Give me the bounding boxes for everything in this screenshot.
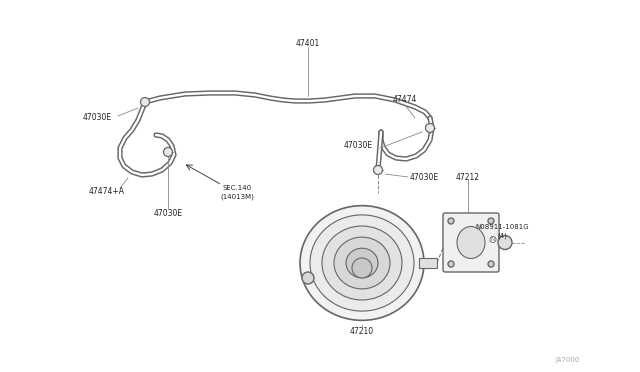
Circle shape xyxy=(488,261,494,267)
Bar xyxy=(419,258,437,268)
Text: SEC.140: SEC.140 xyxy=(223,185,252,191)
Ellipse shape xyxy=(334,237,390,289)
Text: N: N xyxy=(491,237,495,242)
Circle shape xyxy=(374,166,383,174)
Text: 47030E: 47030E xyxy=(154,208,182,218)
Circle shape xyxy=(448,261,454,267)
Circle shape xyxy=(498,235,512,250)
Text: 47474: 47474 xyxy=(393,96,417,105)
Circle shape xyxy=(302,272,314,284)
FancyBboxPatch shape xyxy=(443,213,499,272)
Ellipse shape xyxy=(322,226,402,300)
Text: 47212: 47212 xyxy=(456,173,480,182)
Ellipse shape xyxy=(457,227,485,259)
Text: J47000: J47000 xyxy=(556,357,580,363)
Circle shape xyxy=(488,218,494,224)
Text: 47401: 47401 xyxy=(296,38,320,48)
Circle shape xyxy=(448,218,454,224)
Ellipse shape xyxy=(310,215,414,311)
Circle shape xyxy=(426,124,435,132)
Text: 47030E: 47030E xyxy=(83,113,111,122)
Text: 47474+A: 47474+A xyxy=(89,187,125,196)
Text: 47030E: 47030E xyxy=(344,141,372,150)
Text: 47030E: 47030E xyxy=(410,173,439,182)
Ellipse shape xyxy=(346,248,378,278)
Text: (4): (4) xyxy=(497,233,507,239)
Text: (14013M): (14013M) xyxy=(220,194,254,200)
Text: N08911-1081G: N08911-1081G xyxy=(475,224,529,230)
Text: 47210: 47210 xyxy=(350,327,374,337)
Ellipse shape xyxy=(300,206,424,320)
Circle shape xyxy=(163,148,173,157)
Circle shape xyxy=(141,97,150,106)
Circle shape xyxy=(352,258,372,278)
